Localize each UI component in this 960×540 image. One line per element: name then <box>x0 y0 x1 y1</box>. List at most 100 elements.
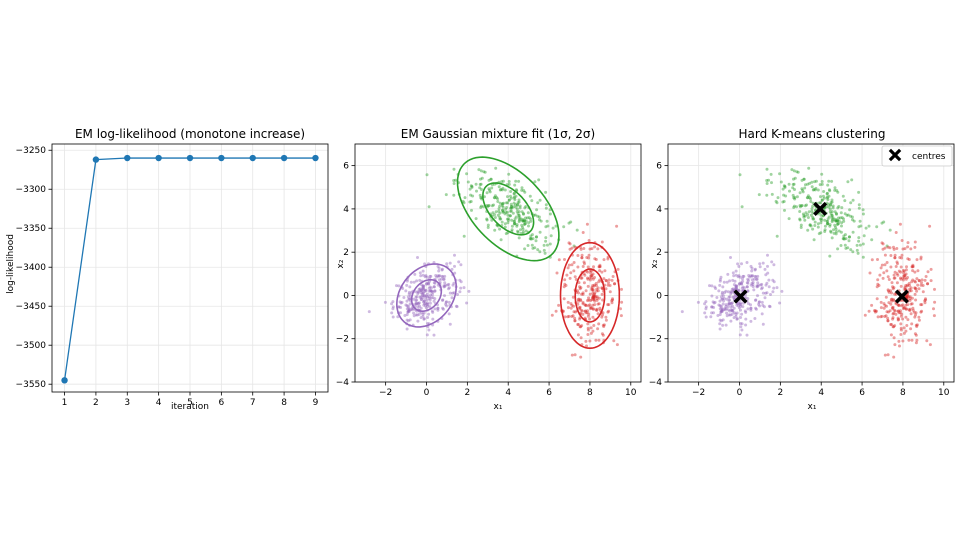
kmeans-point <box>719 295 723 299</box>
kmeans-point <box>861 242 865 246</box>
kmeans-point <box>885 261 889 264</box>
em-point <box>479 206 483 209</box>
kmeans-point <box>893 256 897 260</box>
kmeans-point <box>730 290 733 294</box>
em-point <box>514 203 517 207</box>
kmeans-point <box>735 284 739 288</box>
kmeans-point <box>703 311 707 315</box>
em-point <box>516 230 520 234</box>
kmeans-point <box>767 285 771 289</box>
kmeans-point <box>892 245 895 249</box>
em-point <box>513 217 517 221</box>
kmeans-point <box>749 283 753 287</box>
kmeans-point <box>896 316 900 320</box>
kmeans-point <box>910 280 914 284</box>
em-point <box>523 219 526 223</box>
kmeans-point <box>840 221 844 225</box>
kmeans-point <box>864 226 868 230</box>
kmeans-point <box>807 166 811 170</box>
kmeans-point <box>761 261 765 265</box>
em-ytick-label: 0 <box>343 291 349 301</box>
em-point <box>562 297 566 301</box>
em-point <box>518 206 522 210</box>
kmeans-point <box>739 325 743 329</box>
kmeans-point <box>857 206 861 210</box>
em-point <box>577 306 581 310</box>
em-point <box>604 287 608 291</box>
kmeans-point <box>842 219 846 223</box>
em-point <box>493 216 497 219</box>
em-point <box>442 277 445 281</box>
em-point <box>576 298 580 302</box>
em-point <box>512 192 516 196</box>
em-point <box>601 313 604 317</box>
em-point <box>537 215 541 219</box>
em-point <box>483 170 487 174</box>
em-point <box>395 284 398 288</box>
em-point <box>577 281 581 285</box>
kmeans-point <box>889 333 893 337</box>
em-point <box>453 271 457 275</box>
kmeans-point <box>805 203 808 207</box>
em-point <box>608 284 612 287</box>
em-point <box>462 234 466 238</box>
kmeans-point <box>919 303 923 307</box>
loglik-point <box>124 154 131 162</box>
em-point <box>529 237 533 241</box>
em-point <box>600 315 604 319</box>
kmeans-point <box>729 305 733 309</box>
kmeans-point <box>775 234 779 238</box>
em-point <box>535 208 539 212</box>
em-point <box>592 324 596 327</box>
kmeans-point <box>728 309 732 313</box>
em-point <box>493 228 497 232</box>
em-point <box>433 307 437 311</box>
kmeans-point <box>883 353 887 357</box>
kmeans-point <box>730 287 734 291</box>
em-point <box>598 265 602 269</box>
kmeans-point <box>718 283 722 287</box>
em-point <box>456 293 459 296</box>
em-point <box>590 273 594 277</box>
em-point <box>524 229 528 233</box>
kmeans-point <box>913 287 917 290</box>
em-point <box>443 294 446 298</box>
kmeans-point <box>732 316 736 320</box>
kmeans-point <box>825 192 829 196</box>
em-point <box>513 183 517 187</box>
em-point <box>490 218 494 222</box>
kmeans-point <box>867 309 871 313</box>
em-point <box>502 201 505 205</box>
kmeans-point <box>746 277 750 281</box>
kmeans-point <box>752 277 756 281</box>
em-point <box>441 307 445 311</box>
kmeans-point <box>883 303 887 307</box>
kmeans-point <box>757 300 761 304</box>
em-point <box>441 298 445 302</box>
kmeans-point <box>827 179 831 183</box>
em-point <box>493 194 497 198</box>
em-point <box>422 299 426 303</box>
em-point <box>572 304 575 308</box>
em-point <box>470 208 473 212</box>
em-point <box>592 294 596 298</box>
kmeans-point <box>758 262 762 266</box>
em-point <box>419 289 423 293</box>
em-point <box>511 211 515 215</box>
kmeans-point <box>792 169 796 173</box>
kmeans-point <box>926 282 930 286</box>
em-point <box>524 205 528 208</box>
kmeans-point <box>745 333 749 337</box>
kmeans-point <box>839 211 843 215</box>
em-point <box>391 315 395 319</box>
em-point <box>533 213 537 217</box>
kmeans-point <box>737 289 741 292</box>
kmeans-point <box>899 284 903 288</box>
kmeans-point <box>911 265 914 269</box>
em-point <box>516 212 520 216</box>
kmeans-point <box>878 273 882 277</box>
em-point <box>410 306 414 310</box>
kmeans-point <box>889 323 893 326</box>
em-point <box>585 256 589 259</box>
em-point <box>418 289 422 293</box>
